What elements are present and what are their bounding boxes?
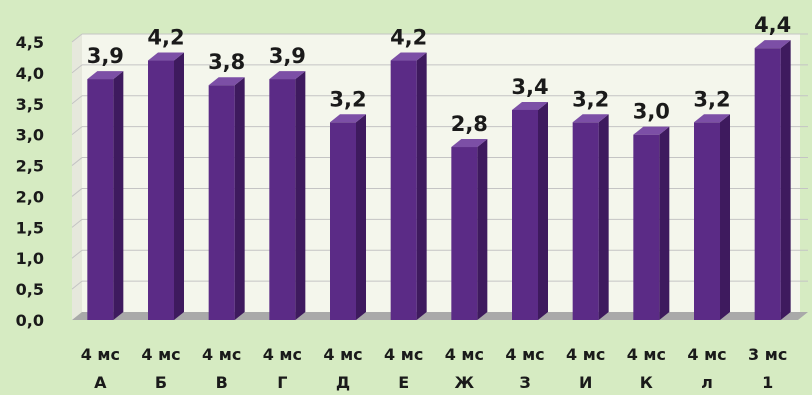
- y-tick-label: 2,0: [16, 187, 44, 206]
- bar: [269, 79, 296, 320]
- plot-back-wall: [82, 34, 800, 312]
- bar-side: [416, 52, 427, 321]
- x-tick-label-line2: И: [579, 373, 592, 392]
- gridline-depth: [71, 280, 83, 290]
- bar-top: [148, 52, 184, 61]
- y-tick-label: 3,0: [16, 126, 44, 145]
- data-label: 3,9: [87, 44, 124, 68]
- bar-side: [659, 126, 670, 321]
- data-label: 4,2: [390, 26, 427, 50]
- bar-side: [598, 114, 609, 320]
- y-tick-label: 2,5: [16, 157, 44, 176]
- x-tick-label-line2: З: [519, 373, 530, 392]
- bar-side: [174, 52, 184, 321]
- x-tick-label-line2: Д: [336, 373, 350, 392]
- bar: [390, 60, 417, 321]
- x-tick-label-line1: 4 мс: [323, 345, 362, 364]
- bar-side: [295, 71, 306, 320]
- bar-side: [780, 40, 791, 321]
- y-tick-label: 0,5: [16, 280, 44, 299]
- y-tick-label: 1,0: [16, 249, 44, 268]
- y-tick-label: 3,5: [16, 95, 44, 114]
- x-tick-label-line1: 4 мс: [384, 345, 423, 364]
- x-tick-label-line1: 4 мс: [141, 345, 180, 364]
- x-tick-label-line1: 4 мс: [566, 345, 605, 364]
- x-tick-label-line2: А: [94, 373, 107, 392]
- gridline-depth: [71, 218, 83, 228]
- bar: [754, 48, 781, 321]
- data-label: 4,4: [754, 13, 791, 37]
- bar-side: [356, 114, 366, 320]
- data-label: 4,2: [147, 26, 184, 50]
- bar-top: [330, 114, 366, 123]
- bar: [208, 85, 235, 320]
- x-tick-label-line1: 3 мс: [748, 345, 787, 364]
- bar-top: [633, 126, 670, 135]
- x-tick-label-line1: 4 мс: [81, 345, 120, 364]
- data-label: 3,9: [269, 44, 306, 68]
- bar: [451, 147, 478, 320]
- data-label: 3,0: [633, 100, 670, 124]
- x-tick-label-line1: 4 мс: [263, 345, 302, 364]
- data-label: 3,2: [693, 87, 730, 111]
- bar-top: [208, 77, 245, 86]
- bar: [148, 60, 174, 321]
- data-label: 2,8: [451, 112, 488, 136]
- data-label: 3,4: [511, 75, 548, 99]
- x-tick-label-line1: 4 мс: [627, 345, 666, 364]
- bar: [694, 122, 720, 320]
- bar-side: [538, 101, 548, 320]
- plot-side-wall: [72, 34, 82, 320]
- y-tick-label: 4,5: [16, 33, 44, 52]
- gridline-depth: [71, 157, 83, 166]
- bar-top: [694, 114, 730, 123]
- x-tick-label-line2: В: [216, 373, 228, 392]
- x-tick-label-line2: Г: [277, 373, 287, 392]
- data-label: 3,8: [208, 50, 245, 74]
- bar-top: [451, 139, 488, 148]
- x-tick-label-line1: 4 мс: [687, 345, 726, 364]
- bar-top: [572, 114, 609, 123]
- data-label: 3,2: [572, 87, 609, 111]
- x-tick-label-line1: 4 мс: [202, 345, 241, 364]
- bar-top: [390, 52, 427, 61]
- x-tick-label-line2: Е: [398, 373, 409, 392]
- bar-top: [87, 71, 124, 80]
- plot-floor: [72, 312, 808, 320]
- x-tick-label-line2: 1: [762, 373, 773, 392]
- bar-top: [269, 71, 306, 80]
- x-tick-label-line2: К: [640, 373, 653, 392]
- bar: [87, 79, 114, 320]
- bar: [330, 122, 356, 320]
- x-tick-label-line2: Ж: [455, 373, 475, 392]
- bar: [512, 109, 538, 320]
- gridline-depth: [71, 126, 83, 136]
- bar: [572, 122, 599, 320]
- bar-top: [512, 101, 548, 110]
- bar-side: [113, 71, 124, 320]
- bar: [633, 134, 660, 320]
- bar-side: [234, 77, 245, 320]
- gridline-depth: [71, 33, 83, 43]
- y-tick-label: 0,0: [16, 311, 44, 330]
- gridline-depth: [71, 249, 83, 259]
- gridline-depth: [71, 64, 83, 74]
- y-tick-label: 4,0: [16, 64, 44, 83]
- bar-side: [477, 139, 488, 320]
- bar-side: [720, 114, 730, 320]
- x-tick-label-line2: Б: [155, 373, 167, 392]
- x-tick-label-line1: 4 мс: [505, 345, 544, 364]
- data-label: 3,2: [329, 87, 366, 111]
- x-tick-label-line1: 4 мс: [445, 345, 484, 364]
- y-tick-label: 1,5: [16, 218, 44, 237]
- gridline-depth: [71, 188, 83, 197]
- gridline-depth: [71, 95, 83, 105]
- bar-top: [754, 40, 791, 49]
- x-tick-label-line2: л: [701, 373, 713, 392]
